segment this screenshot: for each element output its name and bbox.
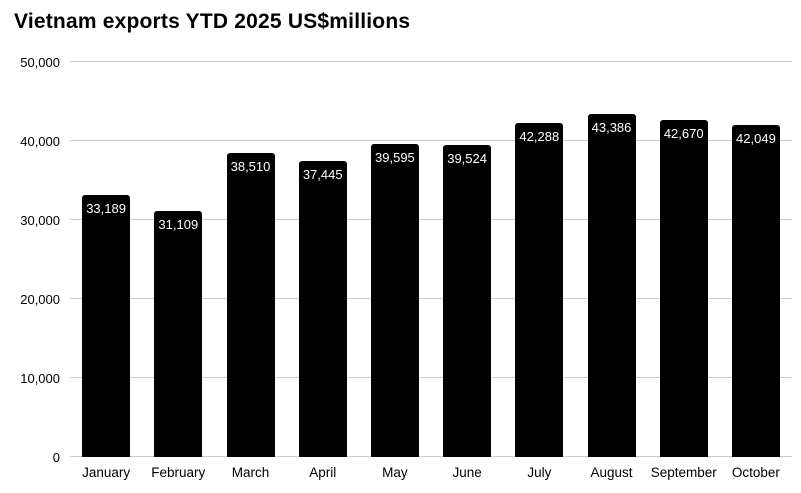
bar: 38,510 xyxy=(226,152,275,457)
bar: 39,595 xyxy=(370,144,419,457)
y-tick-label: 0 xyxy=(52,450,60,465)
y-tick-label: 20,000 xyxy=(20,292,60,307)
bar-value-label: 37,445 xyxy=(302,167,343,183)
bar-value-label: 42,288 xyxy=(519,128,560,144)
plot-area: 33,189 31,109 38,510 37,445 39,595 39,524 42,2… xyxy=(70,61,792,457)
x-axis-label: July xyxy=(527,465,552,480)
bar-cell: 42,670 xyxy=(648,62,720,457)
bar-cell: 42,288 xyxy=(503,62,575,457)
x-axis-label: February xyxy=(151,465,206,480)
bar: 42,288 xyxy=(515,122,564,457)
bar-cell: 39,524 xyxy=(431,62,503,457)
bar-value-label: 39,524 xyxy=(447,150,487,166)
bar-value-label: 42,670 xyxy=(663,125,704,141)
x-axis-label: September xyxy=(650,465,717,480)
x-axis-label: August xyxy=(590,465,633,480)
bars-layer: 33,189 31,109 38,510 37,445 39,595 39,524 42,2… xyxy=(70,62,792,457)
bar-value-label: 42,049 xyxy=(736,130,776,146)
x-axis-label: June xyxy=(452,465,482,480)
gridline xyxy=(70,219,792,220)
bar-cell: 43,386 xyxy=(575,62,647,457)
bar-value-label: 38,510 xyxy=(230,158,271,174)
bar-cell: 38,510 xyxy=(214,62,286,457)
y-tick-label: 10,000 xyxy=(20,371,60,386)
bar-value-label: 43,386 xyxy=(591,120,632,136)
gridline xyxy=(70,377,792,378)
bar-cell: 42,049 xyxy=(720,62,792,457)
gridline xyxy=(70,140,792,141)
x-axis-label: April xyxy=(309,465,337,480)
bar-cell: 31,109 xyxy=(142,62,214,457)
gridline xyxy=(70,456,792,457)
bar-cell: 39,595 xyxy=(359,62,431,457)
bar: 31,109 xyxy=(154,211,203,457)
gridline xyxy=(70,61,792,62)
bar: 42,049 xyxy=(731,124,780,457)
bar: 39,524 xyxy=(443,144,492,457)
bar: 37,445 xyxy=(298,161,347,457)
bar: 42,670 xyxy=(659,119,708,457)
bar-value-label: 39,595 xyxy=(375,150,415,166)
bar-cell: 37,445 xyxy=(287,62,359,457)
bar: 33,189 xyxy=(82,194,131,457)
x-axis-label: January xyxy=(82,465,131,480)
y-tick-label: 30,000 xyxy=(20,213,60,228)
bar-cell: 33,189 xyxy=(70,62,142,457)
bar: 43,386 xyxy=(587,114,636,457)
y-tick-label: 50,000 xyxy=(20,55,60,70)
bar-value-label: 31,109 xyxy=(158,217,199,233)
chart-title: Vietnam exports YTD 2025 US$millions xyxy=(14,10,411,33)
x-axis-label: October xyxy=(731,465,780,480)
y-tick-label: 40,000 xyxy=(20,134,60,149)
gridline xyxy=(70,298,792,299)
x-axis-label: May xyxy=(382,465,408,480)
x-axis-label: March xyxy=(231,465,270,480)
x-axis: January February March April May June July Augu… xyxy=(70,465,792,480)
bar-value-label: 33,189 xyxy=(86,200,126,216)
